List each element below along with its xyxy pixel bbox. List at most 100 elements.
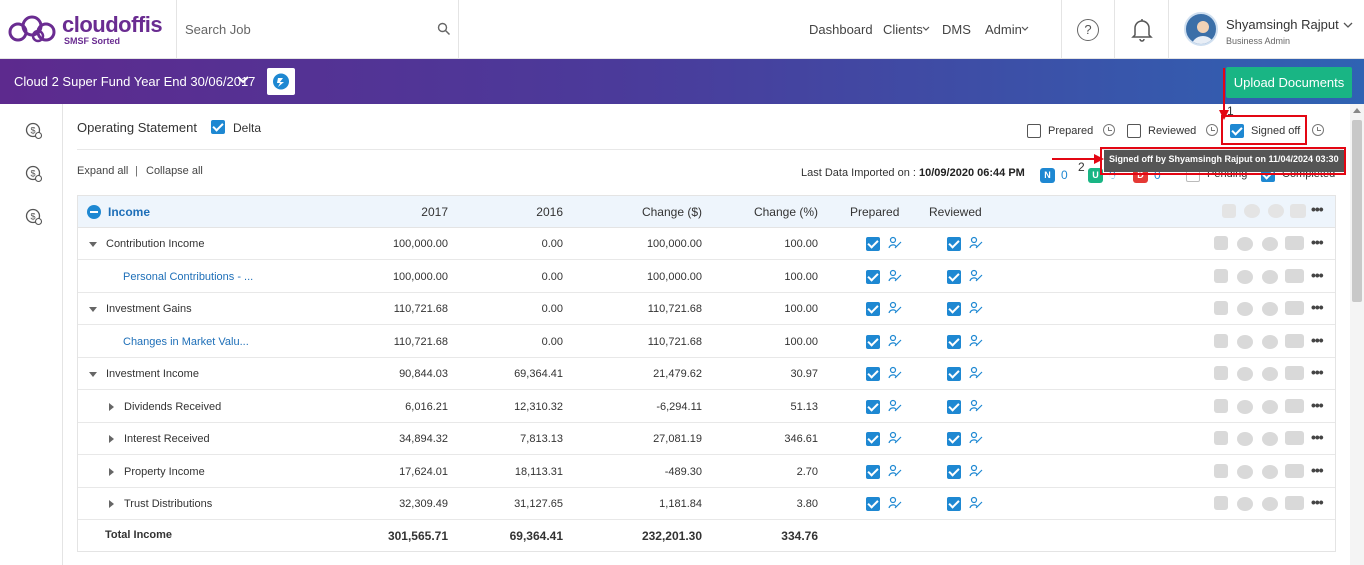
history-icon[interactable] bbox=[1262, 237, 1278, 251]
signature-icon[interactable] bbox=[969, 496, 983, 510]
reviewed-checkbox[interactable] bbox=[947, 432, 961, 446]
collapse-row-icon[interactable] bbox=[89, 307, 97, 312]
prepared-checkbox[interactable] bbox=[866, 367, 880, 381]
cloudoffis-logo[interactable]: cloudoffis SMSF Sorted bbox=[8, 10, 178, 50]
prepared-checkbox[interactable] bbox=[866, 334, 880, 349]
prepared-checkbox[interactable] bbox=[866, 464, 880, 479]
history-icon[interactable] bbox=[1262, 334, 1278, 349]
app-link-button[interactable] bbox=[267, 68, 295, 95]
more-options-icon[interactable]: ••• bbox=[1311, 494, 1324, 510]
more-options-icon[interactable]: ••• bbox=[1311, 331, 1324, 348]
history-icon[interactable] bbox=[1262, 302, 1278, 316]
signature-icon[interactable] bbox=[888, 334, 902, 348]
signature-icon[interactable] bbox=[969, 269, 983, 283]
user-name[interactable]: Shyamsingh Rajput bbox=[1226, 17, 1339, 32]
expand-row-icon[interactable] bbox=[109, 402, 114, 411]
clock-icon[interactable] bbox=[1312, 124, 1324, 136]
document-icon[interactable] bbox=[1214, 366, 1228, 380]
section-title[interactable]: Income bbox=[108, 205, 151, 219]
more-options-icon[interactable]: ••• bbox=[1311, 234, 1324, 250]
fund-title[interactable]: Cloud 2 Super Fund Year End 30/06/2017 bbox=[14, 74, 256, 89]
table-row[interactable]: Investment Income 90,844.03 69,364.41 21,47… bbox=[78, 358, 1335, 390]
expand-row-icon[interactable] bbox=[109, 500, 114, 508]
collapse-section-icon[interactable] bbox=[87, 205, 101, 219]
table-row[interactable]: Personal Contributions - ... 100,000.00 0.… bbox=[78, 261, 1335, 293]
collapse-all-link[interactable]: Collapse all bbox=[146, 165, 203, 177]
prepared-checkbox[interactable] bbox=[866, 302, 880, 316]
comment-icon[interactable] bbox=[1237, 464, 1253, 479]
document-icon[interactable] bbox=[1214, 236, 1228, 250]
expand-row-icon[interactable] bbox=[109, 467, 114, 476]
prepared-checkbox[interactable] bbox=[866, 399, 880, 414]
nav-dashboard[interactable]: Dashboard bbox=[809, 22, 873, 37]
note-icon[interactable] bbox=[1285, 268, 1304, 283]
note-icon[interactable] bbox=[1285, 236, 1304, 250]
comment-icon[interactable] bbox=[1237, 399, 1253, 414]
note-icon[interactable] bbox=[1290, 204, 1306, 218]
comment-icon[interactable] bbox=[1237, 237, 1253, 251]
upload-documents-button[interactable]: Upload Documents bbox=[1226, 67, 1352, 98]
expand-all-link[interactable]: Expand all bbox=[77, 165, 129, 177]
chevron-down-icon[interactable] bbox=[1343, 22, 1353, 29]
dollar-document-icon[interactable]: $ bbox=[25, 208, 43, 226]
prepared-checkbox[interactable] bbox=[866, 432, 880, 446]
more-options-icon[interactable]: ••• bbox=[1311, 364, 1324, 380]
document-icon[interactable] bbox=[1214, 496, 1228, 510]
note-icon[interactable] bbox=[1285, 333, 1304, 348]
note-icon[interactable] bbox=[1285, 366, 1304, 380]
signature-icon[interactable] bbox=[969, 236, 983, 250]
document-icon[interactable] bbox=[1222, 204, 1236, 218]
history-icon[interactable] bbox=[1268, 204, 1284, 218]
signature-icon[interactable] bbox=[969, 399, 983, 413]
dollar-report-icon[interactable]: $ bbox=[25, 122, 43, 140]
signature-icon[interactable] bbox=[888, 301, 902, 315]
reviewed-checkbox[interactable] bbox=[947, 334, 961, 349]
chevron-down-icon[interactable] bbox=[236, 73, 250, 87]
prepared-checkbox[interactable] bbox=[1027, 124, 1041, 138]
clock-icon[interactable] bbox=[1103, 124, 1115, 136]
comment-icon[interactable] bbox=[1237, 367, 1253, 381]
more-options-icon[interactable]: ••• bbox=[1311, 461, 1324, 478]
nav-clients[interactable]: Clients bbox=[883, 22, 923, 37]
clock-icon[interactable] bbox=[1206, 124, 1218, 136]
note-icon[interactable] bbox=[1285, 431, 1304, 445]
bell-icon[interactable] bbox=[1131, 18, 1153, 42]
table-row[interactable]: Contribution Income 100,000.00 0.00 100,000… bbox=[78, 228, 1335, 260]
prepared-checkbox[interactable] bbox=[866, 237, 880, 251]
signature-icon[interactable] bbox=[969, 366, 983, 380]
document-icon[interactable] bbox=[1214, 398, 1228, 413]
document-icon[interactable] bbox=[1214, 463, 1228, 478]
table-row[interactable]: Trust Distributions 32,309.49 31,127.65 1,1… bbox=[78, 488, 1335, 520]
reviewed-checkbox[interactable] bbox=[1127, 124, 1141, 138]
document-icon[interactable] bbox=[1214, 301, 1228, 315]
signature-icon[interactable] bbox=[888, 464, 902, 478]
table-row[interactable]: Changes in Market Valu... 110,721.68 0.00 1… bbox=[78, 326, 1335, 358]
prepared-checkbox[interactable] bbox=[866, 269, 880, 284]
comment-icon[interactable] bbox=[1244, 204, 1260, 218]
history-icon[interactable] bbox=[1262, 399, 1278, 414]
delta-checkbox[interactable] bbox=[211, 120, 225, 134]
comment-icon[interactable] bbox=[1237, 269, 1253, 284]
table-row[interactable]: Property Income 17,624.01 18,113.31 -489.30… bbox=[78, 456, 1335, 488]
collapse-row-icon[interactable] bbox=[89, 242, 97, 247]
scroll-thumb[interactable] bbox=[1352, 120, 1362, 302]
row-label[interactable]: Changes in Market Valu... bbox=[123, 335, 249, 348]
reviewed-checkbox[interactable] bbox=[947, 464, 961, 479]
reviewed-checkbox[interactable] bbox=[947, 269, 961, 284]
history-icon[interactable] bbox=[1262, 497, 1278, 511]
more-options-icon[interactable]: ••• bbox=[1311, 396, 1324, 413]
history-icon[interactable] bbox=[1262, 432, 1278, 446]
search-icon[interactable] bbox=[437, 22, 451, 36]
signature-icon[interactable] bbox=[888, 236, 902, 250]
signature-icon[interactable] bbox=[969, 431, 983, 445]
collapse-row-icon[interactable] bbox=[89, 372, 97, 377]
reviewed-checkbox[interactable] bbox=[947, 237, 961, 251]
signature-icon[interactable] bbox=[888, 269, 902, 283]
vertical-scrollbar[interactable] bbox=[1350, 104, 1364, 565]
avatar[interactable] bbox=[1184, 12, 1218, 46]
reviewed-checkbox[interactable] bbox=[947, 367, 961, 381]
comment-icon[interactable] bbox=[1237, 497, 1253, 511]
more-options-icon[interactable]: ••• bbox=[1311, 429, 1324, 445]
document-icon[interactable] bbox=[1214, 431, 1228, 445]
comment-icon[interactable] bbox=[1237, 432, 1253, 446]
